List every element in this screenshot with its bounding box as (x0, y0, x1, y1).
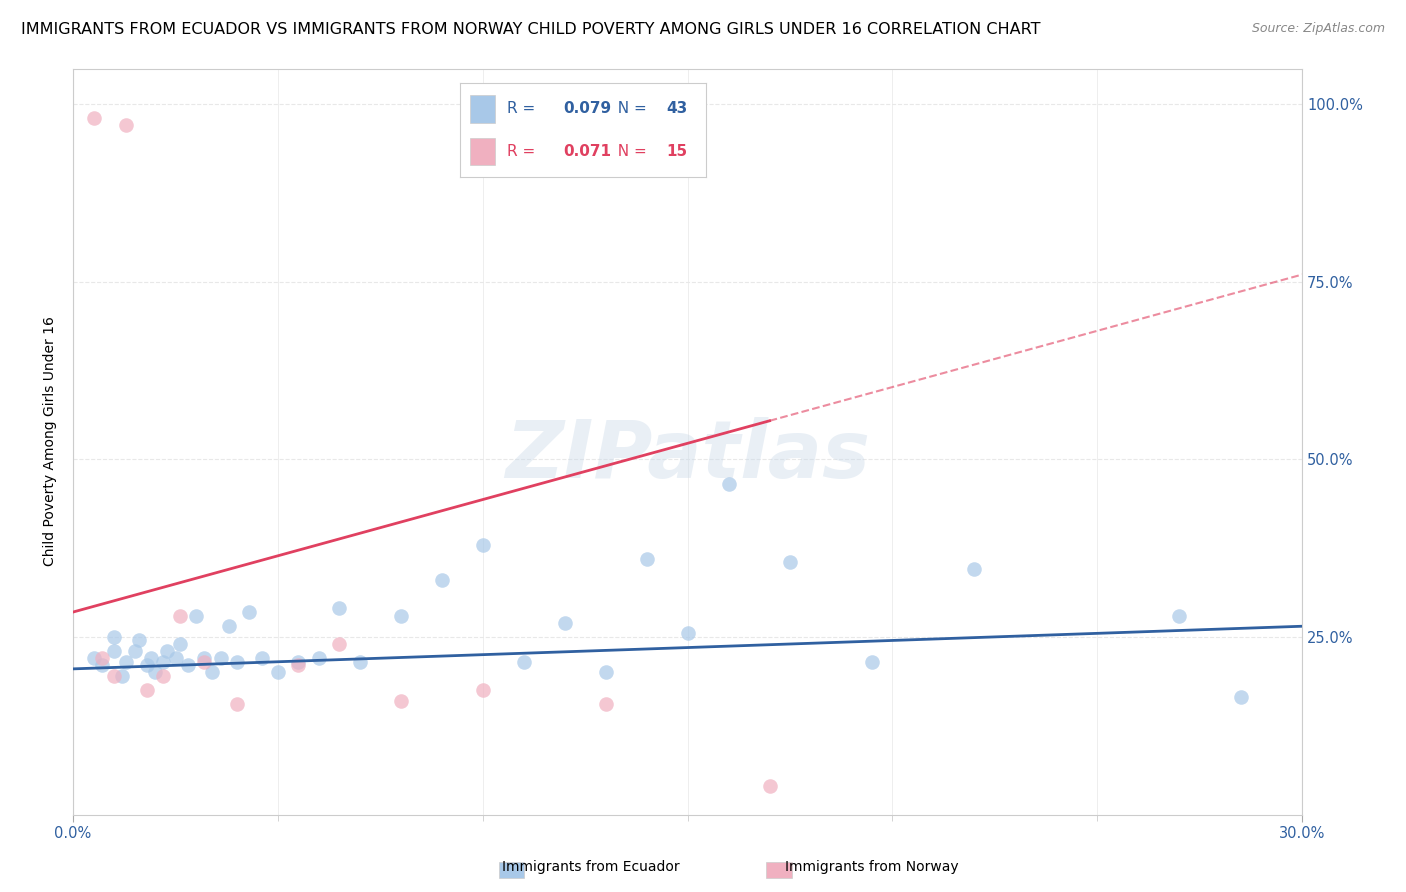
Point (267, 665, 290, 680)
Point (201, 665, 224, 680)
Point (143, 665, 166, 680)
Point (389, 694, 412, 708)
Point (554, 615, 576, 630)
Point (287, 658, 309, 673)
Point (287, 655, 309, 669)
Y-axis label: Child Poverty Among Girls Under 16: Child Poverty Among Girls Under 16 (44, 317, 58, 566)
Point (676, 626, 699, 640)
Point (139, 651, 162, 665)
Point (177, 658, 200, 673)
Point (169, 637, 191, 651)
Point (115, 119, 138, 133)
Text: ZIPatlas: ZIPatlas (505, 417, 870, 495)
Point (184, 608, 207, 623)
Point (250, 651, 273, 665)
Point (156, 644, 179, 658)
Point (226, 698, 249, 712)
Point (1229, 690, 1251, 705)
Point (128, 633, 150, 648)
Point (209, 651, 232, 665)
Point (169, 608, 191, 623)
Point (90, 651, 112, 665)
Point (152, 655, 174, 669)
Point (349, 655, 371, 669)
Text: Immigrants from Norway: Immigrants from Norway (785, 860, 959, 874)
Point (83, 651, 105, 665)
Point (471, 537, 494, 551)
Point (152, 669, 174, 683)
Point (430, 573, 453, 587)
Point (238, 605, 260, 619)
Point (165, 651, 187, 665)
Point (308, 651, 330, 665)
Point (1168, 608, 1191, 623)
Point (328, 601, 350, 615)
Point (595, 665, 617, 680)
Point (103, 630, 125, 644)
Point (135, 658, 157, 673)
Point (963, 562, 986, 576)
Point (135, 683, 157, 698)
Point (758, 779, 780, 793)
Point (389, 608, 412, 623)
Point (328, 637, 350, 651)
Point (471, 683, 494, 698)
Point (124, 644, 146, 658)
Point (860, 655, 883, 669)
Point (193, 655, 215, 669)
Point (595, 698, 617, 712)
Point (103, 669, 125, 683)
Point (83, 112, 105, 126)
Text: Immigrants from Ecuador: Immigrants from Ecuador (502, 860, 679, 874)
Point (115, 655, 138, 669)
Point (779, 555, 801, 569)
Text: IMMIGRANTS FROM ECUADOR VS IMMIGRANTS FROM NORWAY CHILD POVERTY AMONG GIRLS UNDE: IMMIGRANTS FROM ECUADOR VS IMMIGRANTS FR… (21, 22, 1040, 37)
Text: Source: ZipAtlas.com: Source: ZipAtlas.com (1251, 22, 1385, 36)
Point (90, 658, 112, 673)
Point (218, 619, 240, 633)
Point (636, 551, 658, 566)
Point (717, 477, 740, 491)
Point (103, 644, 125, 658)
Point (193, 651, 215, 665)
Point (513, 655, 536, 669)
Point (111, 669, 134, 683)
Point (226, 655, 249, 669)
